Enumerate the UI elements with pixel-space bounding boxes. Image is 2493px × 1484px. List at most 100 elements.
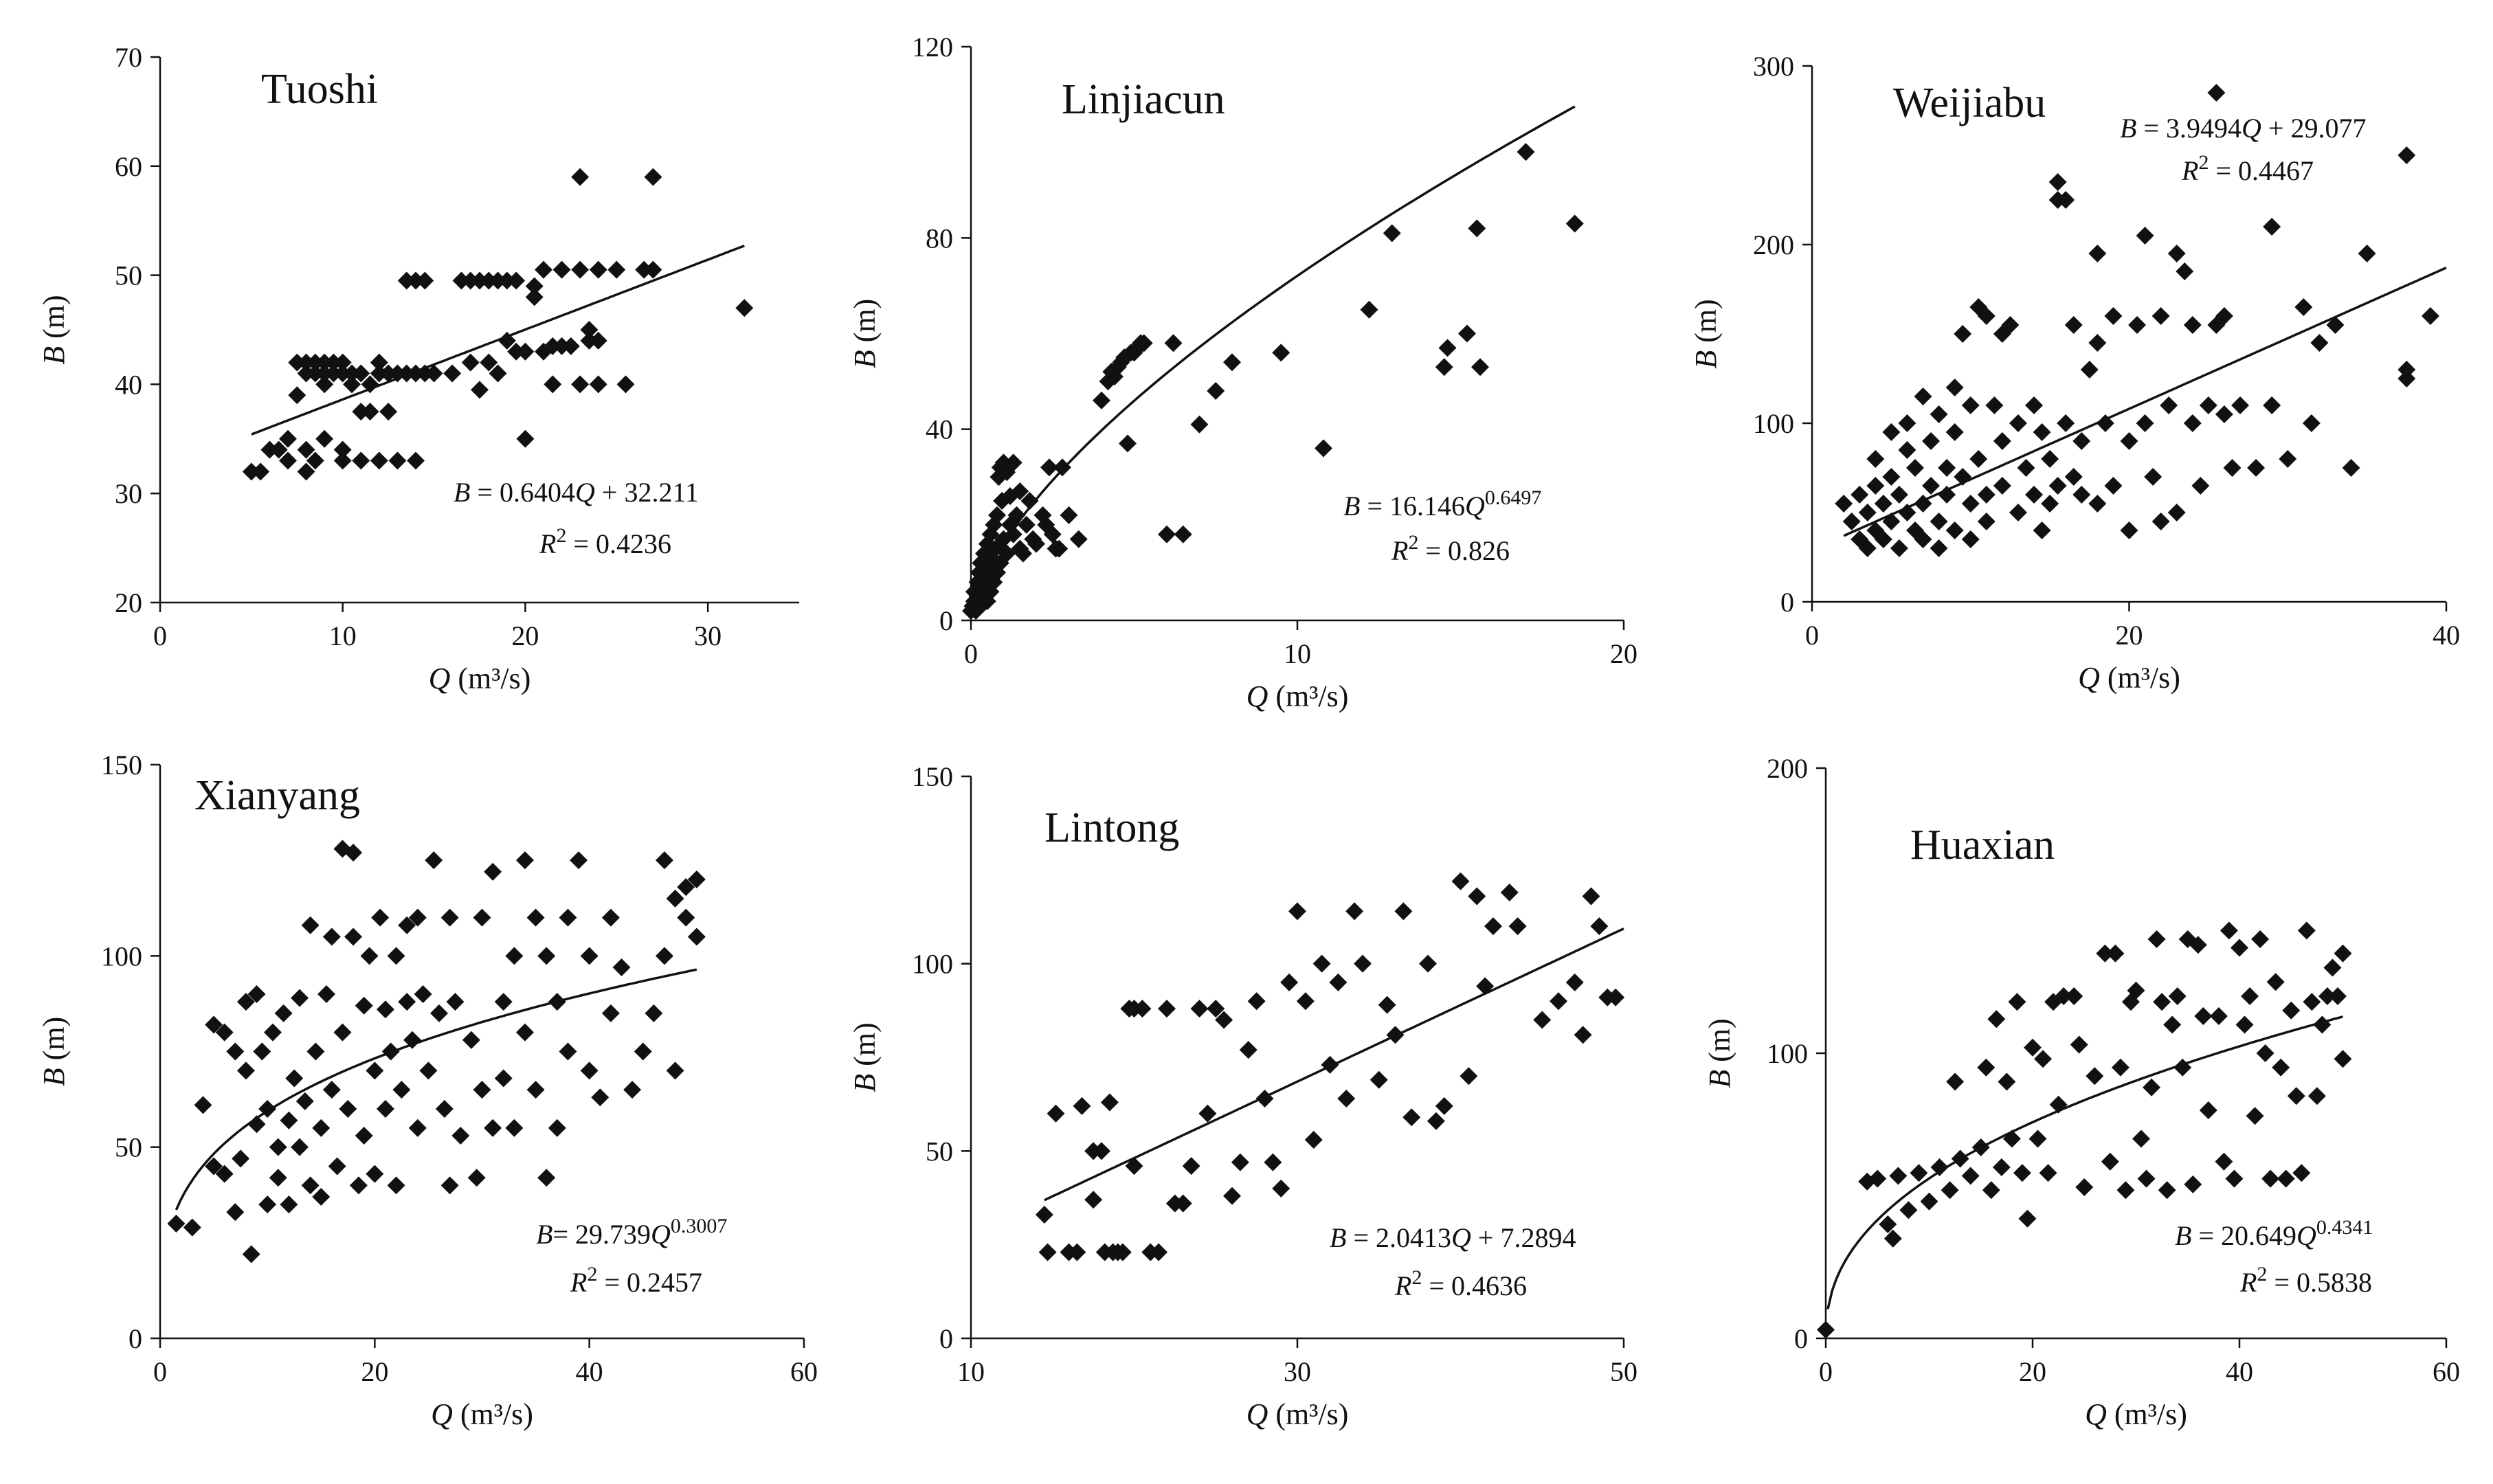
data-point [392,1081,411,1099]
x-tick-label: 0 [153,1356,167,1387]
data-point [498,271,516,290]
data-point [2025,486,2044,504]
r-squared-label: R [539,528,556,559]
data-point [2048,173,2067,191]
r-squared-value: = 0.5838 [2267,1267,2372,1298]
data-point [1874,495,1892,513]
data-point [376,1000,394,1019]
data-point [1150,1243,1168,1261]
data-point [232,1149,250,1168]
data-point [315,375,334,394]
data-point [2147,930,2166,948]
data-point [580,947,599,965]
data-point [352,403,370,421]
data-point [2153,993,2171,1011]
trend-line [1044,928,1624,1202]
data-point [1930,539,1948,557]
y-axis-title: B (m) [37,1017,71,1086]
data-point [2263,396,2281,414]
data-point [349,1176,368,1195]
data-point [526,1081,545,1099]
data-point [2303,993,2321,1011]
panel-linjiacun: 0 40 80 120 0 10 20 Q (m³/s) B (m) Linjiacun B = 1… [848,32,1637,713]
trend-equation: B = 16.146Q0.6497 [1343,486,1541,521]
x-axis-var: Q [1246,1397,1268,1431]
data-point [205,1157,223,1176]
trend-line [251,245,745,436]
x-tick-label: 40 [576,1356,603,1387]
data-point [279,451,297,470]
data-point [1264,1153,1282,1171]
data-point [552,260,571,279]
data-point [489,364,507,383]
data-point [1427,1112,1445,1130]
data-point [2397,146,2416,164]
data-point [484,862,502,881]
data-point [735,299,754,317]
data-point [2328,987,2347,1005]
data-point [1321,1055,1339,1074]
data-point [1215,1011,1233,1029]
data-point [467,1169,486,1187]
x-tick-label: 10 [329,620,357,651]
x-axis-title: Q (m³/s) [1246,679,1349,713]
data-point [1866,450,1885,468]
data-point [677,908,695,927]
data-point [1069,530,1088,548]
trend-equation: B = 2.0413Q + 7.2894 [1330,1222,1576,1253]
data-point [2167,245,2186,262]
y-tick-label: 120 [912,32,953,63]
data-point [360,947,379,965]
data-point [1164,334,1183,352]
r-squared-superscript: 2 [1411,1266,1422,1289]
data-point [379,364,398,383]
x-axis-title: Q (m³/s) [2078,661,2180,695]
data-point [1158,1000,1176,1018]
data-point [645,1004,663,1022]
panel-weijiabu: 0 100 200 300 0 20 40 Q (m³/s) B (m) Weijiabu B = … [1689,51,2460,695]
data-point [473,1081,491,1099]
data-point [1451,872,1470,890]
data-point [635,260,653,279]
data-point [167,1215,186,1233]
r-squared-label: R [570,1267,587,1298]
panel-title: Linjiacun [1062,76,1225,123]
data-point [516,429,535,448]
data-point [484,1118,502,1137]
data-point [1370,1070,1388,1089]
x-axis-var: Q [2085,1397,2107,1431]
y-tick-label: 80 [926,223,953,254]
data-point [1938,459,1956,477]
data-point [2279,450,2297,468]
data-point [1035,1206,1053,1224]
data-point [355,1126,373,1145]
data-point [1500,884,1519,902]
data-point [215,1023,234,1042]
y-axis-unit: (m) [1689,299,1723,350]
data-point [2183,414,2202,432]
x-tick-label: 20 [2019,1356,2046,1387]
data-point [515,1023,534,1042]
data-point [2001,316,2020,334]
x-tick-label: 0 [964,638,978,669]
data-point [1231,1153,1249,1171]
data-point [2025,396,2044,414]
data-point [194,1096,212,1114]
data-point [548,1118,566,1137]
data-point [2009,504,2027,521]
y-tick-label: 100 [101,941,142,971]
data-point [414,985,432,1003]
data-point [315,429,334,448]
data-point [677,878,695,897]
data-point [515,851,534,870]
data-point [1565,973,1584,991]
x-axis-unit: (m³/s) [453,1397,533,1431]
data-point [288,353,306,372]
data-point [343,375,361,394]
data-point [2008,993,2026,1011]
data-point [1922,432,1941,450]
data-point [1100,1093,1119,1112]
data-point [2194,1007,2213,1026]
data-point [2041,495,2059,513]
data-point [1920,1192,1938,1211]
